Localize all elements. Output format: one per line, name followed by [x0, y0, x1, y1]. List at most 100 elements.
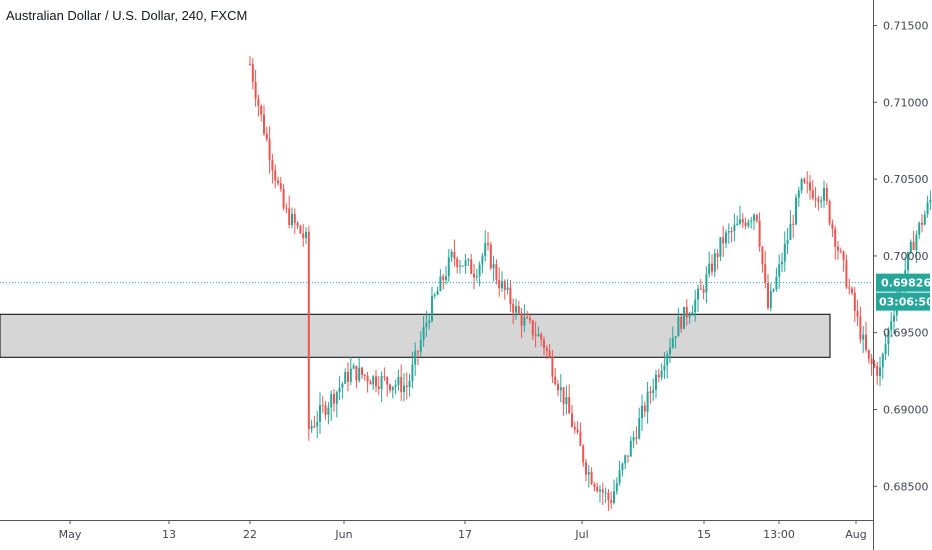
candle: [683, 306, 685, 330]
candle: [565, 385, 568, 415]
candle: [862, 325, 865, 353]
candle: [263, 105, 265, 136]
candle: [725, 229, 727, 249]
candle: [733, 213, 736, 242]
candle-body: [641, 405, 643, 419]
candle: [758, 212, 761, 252]
candle: [702, 284, 705, 300]
candle-body: [445, 276, 447, 281]
candle: [610, 491, 613, 509]
candle: [814, 186, 817, 208]
candle-body: [386, 377, 389, 385]
candle: [767, 274, 769, 310]
x-tick-label: Jul: [574, 528, 588, 541]
candle: [803, 177, 806, 184]
candle: [655, 369, 657, 399]
candle: [627, 455, 629, 463]
candle-body: [845, 260, 848, 288]
candle: [324, 400, 327, 420]
candle-body: [893, 315, 895, 322]
candle-body: [249, 63, 251, 65]
candle-body: [433, 294, 436, 296]
candle: [358, 356, 361, 383]
candle-body: [772, 289, 775, 291]
candle: [652, 378, 655, 401]
candle-body: [515, 306, 517, 313]
candle-body: [820, 200, 823, 202]
candle-body: [355, 365, 358, 381]
candle: [590, 467, 593, 486]
candle: [481, 253, 484, 274]
candle: [531, 319, 534, 341]
candle: [349, 356, 352, 386]
candle-body: [629, 440, 632, 457]
candle-body: [730, 231, 733, 233]
candle: [680, 314, 683, 333]
candle: [909, 239, 912, 254]
candle: [352, 363, 355, 370]
candle-body: [604, 492, 607, 494]
candle-body: [842, 251, 845, 261]
candle-body: [551, 356, 554, 377]
candle: [582, 444, 585, 467]
candle-body: [428, 320, 431, 323]
y-tick-label: 0.70500: [883, 173, 929, 186]
candle-body: [873, 363, 876, 366]
candle: [845, 254, 848, 290]
candle: [375, 369, 377, 393]
candle: [447, 248, 450, 282]
candle-body: [397, 376, 400, 385]
candle-body: [274, 170, 277, 181]
candle: [688, 312, 691, 324]
candle: [800, 177, 803, 194]
candle: [848, 278, 851, 295]
x-tick-label: 13: [162, 528, 176, 541]
candle: [526, 311, 529, 320]
candle: [719, 237, 722, 262]
y-tick-label: 0.71500: [883, 20, 929, 33]
candle-body: [352, 365, 355, 369]
candle: [431, 286, 433, 323]
candle-body: [811, 190, 814, 199]
candle-body: [649, 391, 652, 393]
candle-body: [918, 222, 921, 235]
candle: [915, 230, 918, 264]
candle-body: [383, 376, 386, 378]
candle-body: [722, 237, 725, 244]
candle-body: [853, 292, 856, 311]
candle-body: [285, 208, 288, 210]
candle: [604, 487, 607, 503]
candle-body: [377, 386, 380, 389]
candle-body: [921, 222, 923, 225]
candle-body: [299, 225, 302, 234]
candle: [517, 300, 520, 315]
candle-body: [419, 340, 422, 352]
candle-body: [876, 365, 879, 376]
candle-body: [590, 472, 593, 485]
candle-body: [327, 407, 330, 415]
candle-body: [691, 312, 694, 316]
candle-body: [764, 264, 767, 283]
candle-body: [677, 316, 680, 337]
candle-body: [534, 335, 537, 337]
candle: [750, 216, 753, 229]
candle: [296, 221, 299, 230]
candle: [310, 420, 313, 433]
candle-body: [321, 405, 324, 407]
candle: [369, 379, 372, 385]
candle-body: [727, 231, 730, 233]
candle: [792, 214, 795, 238]
candle: [657, 368, 660, 383]
candle-body: [403, 385, 405, 393]
candle-body: [741, 219, 744, 223]
candle: [876, 361, 879, 385]
candle-body: [680, 316, 683, 329]
candle-body: [929, 199, 932, 203]
candle-body: [310, 426, 313, 430]
candle-body: [330, 394, 333, 408]
candle-body: [657, 374, 660, 378]
candle-body: [607, 492, 610, 501]
candle: [618, 460, 621, 486]
candle-body: [540, 334, 543, 340]
